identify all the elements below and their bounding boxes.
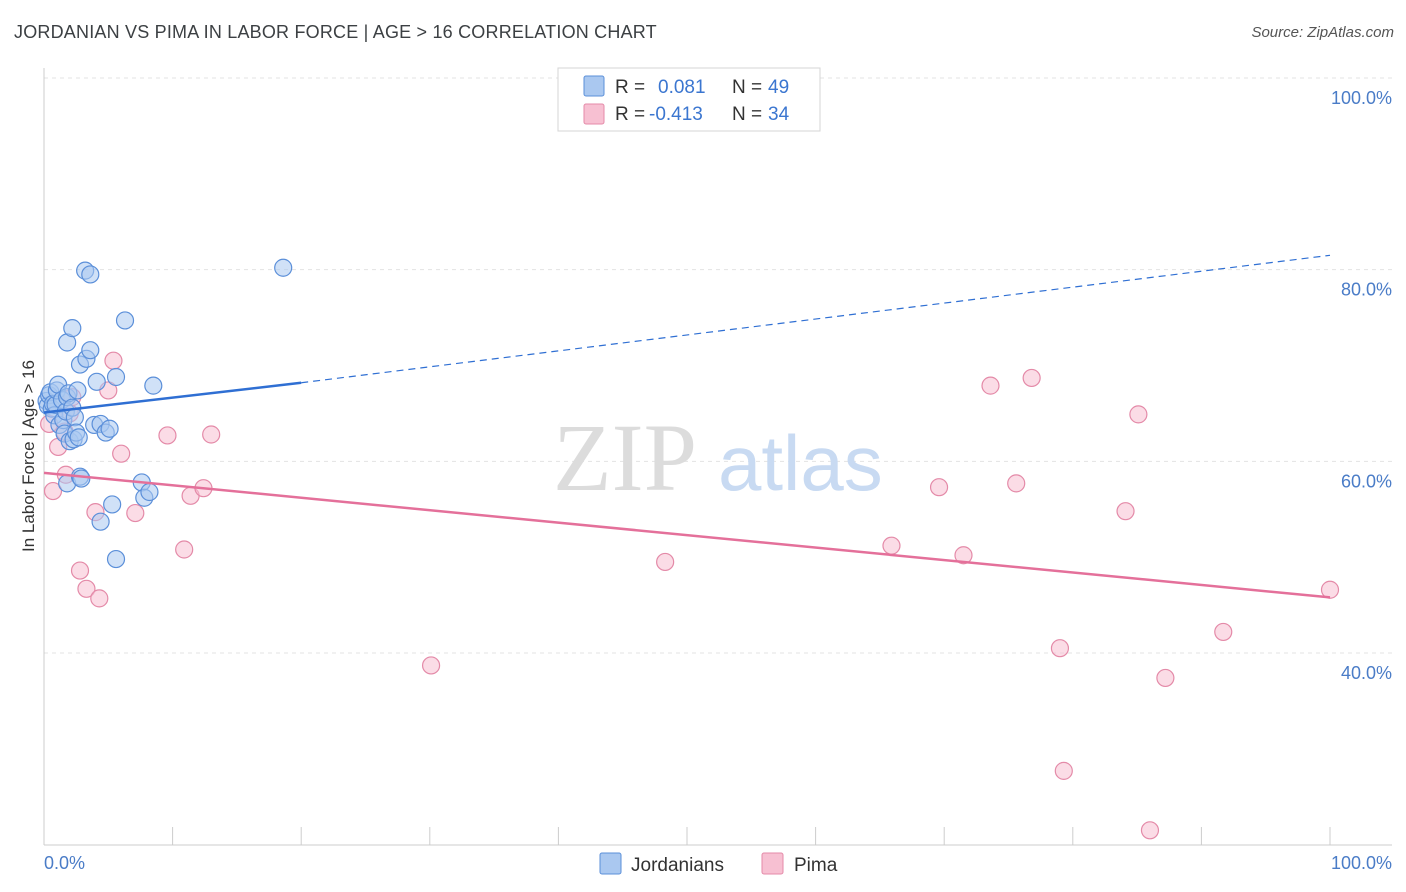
pima-point bbox=[882, 536, 901, 555]
pima-point bbox=[112, 444, 131, 463]
jordanians-point bbox=[72, 469, 91, 488]
y-axis-title: In Labor Force | Age > 16 bbox=[19, 360, 38, 552]
x-axis-ticks bbox=[43, 827, 1331, 845]
jordanians-point bbox=[63, 319, 82, 338]
pima-point bbox=[981, 376, 1000, 395]
trend-line-jordanians bbox=[43, 381, 302, 414]
pima-point bbox=[43, 481, 63, 501]
jordanians-point bbox=[81, 341, 100, 360]
jordanians-point bbox=[274, 258, 293, 277]
jordanians-point bbox=[144, 376, 163, 395]
pima-point bbox=[1140, 821, 1160, 840]
pima-point bbox=[929, 478, 949, 497]
jordanians-point bbox=[106, 549, 126, 569]
legend-n-label-2: N = bbox=[732, 104, 762, 125]
jordanians-point bbox=[91, 512, 110, 531]
bottom-legend-swatch-jordanians bbox=[599, 852, 622, 875]
y-tick-label: 100.0% bbox=[1331, 88, 1392, 108]
pima-point bbox=[1054, 761, 1073, 780]
pima-point bbox=[175, 540, 194, 559]
jordanians-point bbox=[68, 381, 87, 400]
jordanians-point bbox=[69, 428, 88, 447]
pima-point bbox=[656, 552, 675, 572]
legend-n-value-2: 34 bbox=[768, 104, 790, 125]
pima-point bbox=[104, 351, 123, 370]
jordanians-point bbox=[103, 495, 122, 514]
legend-swatch-pima bbox=[583, 103, 605, 125]
pima-point bbox=[1156, 668, 1175, 688]
pima-point bbox=[126, 503, 145, 523]
pima-point bbox=[1022, 368, 1041, 388]
x-tick-label-min: 0.0% bbox=[44, 853, 85, 873]
x-tick-label-max: 100.0% bbox=[1331, 853, 1392, 873]
jordanians-point bbox=[106, 367, 126, 387]
trend-lines bbox=[43, 254, 1331, 599]
jordanians-point bbox=[100, 419, 119, 438]
y-tick-label: 60.0% bbox=[1341, 471, 1392, 491]
pima-point bbox=[202, 425, 221, 444]
pima-point bbox=[1320, 580, 1340, 599]
legend-swatch-jordanians bbox=[583, 75, 605, 97]
y-tick-label: 40.0% bbox=[1341, 663, 1392, 683]
jordanians-point bbox=[87, 372, 106, 391]
watermark: ZIP atlas bbox=[553, 404, 883, 511]
gridlines bbox=[44, 77, 1392, 654]
jordanians-point bbox=[115, 311, 135, 330]
jordanians-point bbox=[65, 408, 84, 427]
legend-r-label-1: R = bbox=[615, 77, 645, 98]
legend-r-value-2: -0.413 bbox=[649, 104, 703, 125]
trend-line-pima bbox=[43, 471, 1331, 599]
series-legend: Jordanians Pima bbox=[599, 852, 838, 876]
legend-n-label-1: N = bbox=[732, 77, 762, 98]
pima-point bbox=[954, 546, 973, 565]
pima-point bbox=[158, 426, 177, 445]
pima-point bbox=[77, 579, 96, 598]
bottom-legend-label-pima: Pima bbox=[794, 855, 838, 876]
pima-point bbox=[70, 561, 90, 580]
pima-point bbox=[1050, 639, 1070, 658]
series-jordanians bbox=[37, 258, 293, 569]
legend-n-value-1: 49 bbox=[768, 77, 789, 98]
jordanians-point bbox=[140, 482, 159, 502]
stats-legend: R = 0.081 N = 49 R = -0.413 N = 34 bbox=[557, 67, 821, 132]
pima-point bbox=[1129, 405, 1148, 424]
watermark-zip: ZIP bbox=[553, 404, 697, 511]
jordanians-point bbox=[81, 265, 100, 284]
bottom-legend-swatch-pima bbox=[761, 852, 784, 875]
pima-point bbox=[1214, 622, 1233, 642]
watermark-atlas: atlas bbox=[718, 419, 883, 507]
source-label: Source: ZipAtlas.com bbox=[1251, 24, 1394, 41]
legend-r-label-2: R = bbox=[615, 104, 645, 125]
legend-r-value-1: 0.081 bbox=[658, 77, 706, 98]
bottom-legend-label-jordanians: Jordanians bbox=[631, 855, 724, 876]
trend-line-jordanians-extension bbox=[301, 254, 1331, 384]
y-tick-label: 80.0% bbox=[1341, 280, 1392, 300]
pima-point bbox=[421, 656, 441, 675]
pima-point bbox=[1116, 502, 1135, 521]
y-axis-tick-labels: 40.0% 60.0% 80.0% 100.0% bbox=[1331, 88, 1392, 683]
pima-point bbox=[1007, 474, 1026, 493]
chart-title: JORDANIAN VS PIMA IN LABOR FORCE | AGE >… bbox=[14, 22, 657, 42]
pima-point bbox=[90, 589, 109, 608]
